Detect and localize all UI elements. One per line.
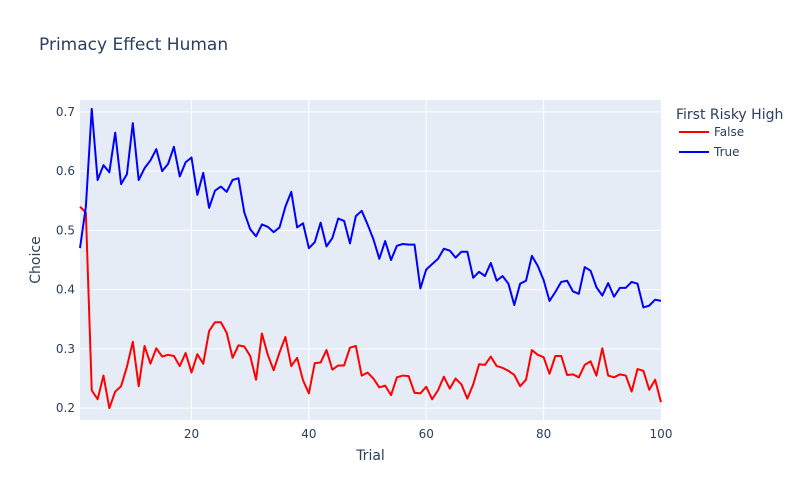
gridlines xyxy=(80,100,661,420)
y-axis-title: Choice xyxy=(28,236,44,283)
y-tick-label: 0.7 xyxy=(56,105,75,119)
x-tick-label: 20 xyxy=(184,427,199,441)
chart-title: Primacy Effect Human xyxy=(39,35,228,55)
y-tick-label: 0.2 xyxy=(56,401,75,415)
x-tick-label: 80 xyxy=(536,427,551,441)
legend-label: True xyxy=(713,145,740,159)
x-tick-label: 60 xyxy=(419,427,434,441)
x-tick-label: 100 xyxy=(650,427,673,441)
series-line-true xyxy=(79,107,662,309)
y-axis-ticks: 0.2 0.3 0.4 0.5 0.6 0.7 xyxy=(56,105,75,415)
x-tick-label: 40 xyxy=(301,427,316,441)
y-tick-label: 0.5 xyxy=(56,223,75,237)
legend-item-true[interactable]: True xyxy=(679,145,740,159)
y-tick-label: 0.3 xyxy=(56,342,75,356)
plot-area xyxy=(80,100,661,420)
x-axis-title: Trial xyxy=(355,448,385,464)
y-tick-label: 0.4 xyxy=(56,283,75,297)
legend[interactable]: First Risky High False True xyxy=(676,107,783,159)
legend-title: First Risky High xyxy=(676,107,783,123)
series-layer xyxy=(79,107,662,410)
x-axis-ticks: 20 40 60 80 100 xyxy=(184,427,673,441)
legend-item-false[interactable]: False xyxy=(679,125,744,139)
series-line-false xyxy=(79,205,662,410)
y-tick-label: 0.6 xyxy=(56,164,75,178)
legend-label: False xyxy=(714,125,744,139)
